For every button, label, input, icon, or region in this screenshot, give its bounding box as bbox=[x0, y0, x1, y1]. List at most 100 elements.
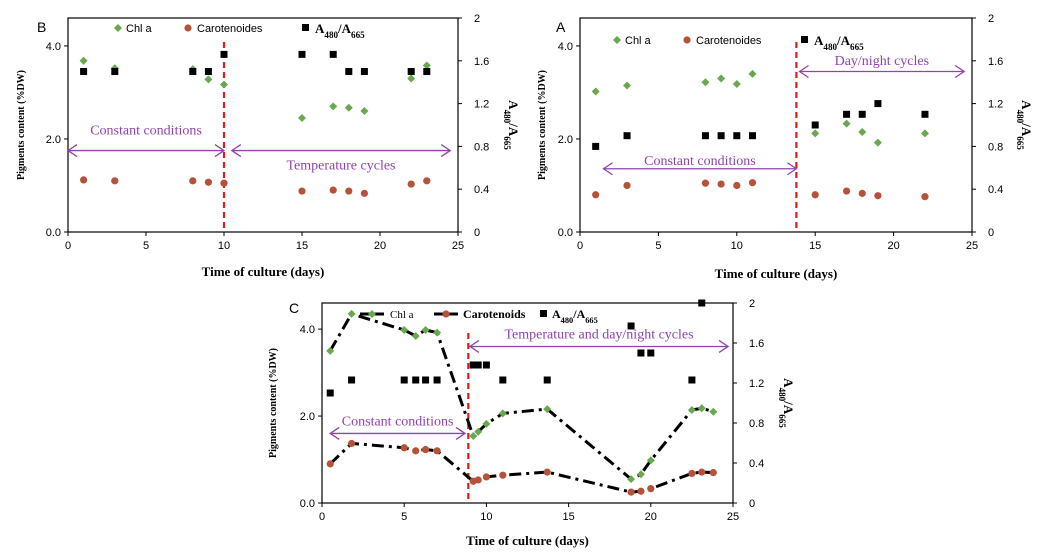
ratio-point bbox=[474, 361, 482, 369]
annotation-label: Day/night cycles bbox=[835, 54, 929, 69]
y2-axis-label-group: A480/A665 bbox=[1015, 100, 1034, 150]
x-tick-label: 0 bbox=[65, 240, 71, 252]
x-tick-label: 10 bbox=[480, 511, 492, 523]
x-tick-label: 10 bbox=[218, 240, 230, 252]
ratio-point bbox=[921, 110, 929, 118]
chart-panel-a: 0 5 10 15 20 25 0.0 2.0 4.0 0 0.4 0.8 1.2 1.6 2 Time of… bbox=[537, 13, 1034, 281]
ratio-point bbox=[329, 50, 337, 58]
ratio-point bbox=[412, 376, 420, 384]
ratio-point bbox=[717, 132, 725, 140]
ratio-point bbox=[433, 376, 441, 384]
ratio-point bbox=[80, 68, 88, 75]
x-axis-label: Time of culture (days) bbox=[466, 533, 589, 548]
carotenoids-point bbox=[698, 468, 706, 476]
carotenoids-point bbox=[326, 460, 334, 468]
legend-label-ratio: A480/A665 bbox=[814, 33, 864, 52]
ratio-point bbox=[623, 132, 631, 140]
carotenoids-point bbox=[80, 176, 88, 184]
legend-label-ratio: A480/A665 bbox=[552, 307, 598, 325]
annotation-arrow-head-left bbox=[798, 64, 809, 79]
x-tick-label: 5 bbox=[655, 240, 661, 252]
y2-tick-label: 1.2 bbox=[749, 378, 764, 390]
y2-axis-label: A480/A665 bbox=[1015, 100, 1034, 150]
chl-a-point bbox=[748, 69, 757, 78]
legend-marker-chl-a bbox=[613, 36, 621, 44]
chl-a-point bbox=[717, 74, 726, 83]
carotenoids-point bbox=[474, 476, 482, 484]
x-tick-label: 25 bbox=[727, 511, 739, 523]
annotation-arrow-head-right bbox=[718, 339, 730, 354]
carotenoids-point bbox=[433, 447, 441, 455]
ratio-point bbox=[326, 389, 334, 397]
carotenoids-point bbox=[811, 191, 819, 199]
chl-a-point bbox=[623, 81, 632, 90]
annotation-label: Temperature and day/night cycles bbox=[504, 327, 693, 342]
ratio-point bbox=[647, 349, 655, 357]
annotation-arrow-head-right bbox=[787, 162, 798, 176]
carotenoids-point bbox=[204, 178, 212, 186]
carotenoids-point bbox=[748, 179, 757, 187]
panel-label: B bbox=[37, 19, 46, 35]
carotenoids-point bbox=[543, 468, 551, 476]
y-tick-label: 0.0 bbox=[46, 227, 61, 239]
y-tick-label: 0.0 bbox=[558, 227, 573, 239]
y2-tick-label: 0 bbox=[474, 227, 480, 239]
annotation-arrow-head-right bbox=[954, 64, 966, 79]
chl-a-point bbox=[407, 74, 416, 83]
ratio-point bbox=[688, 376, 696, 384]
annotation-label: Constant conditions bbox=[90, 124, 202, 139]
carotenoids-point bbox=[592, 191, 600, 199]
ratio-point bbox=[422, 376, 430, 384]
plot-frame bbox=[579, 17, 973, 233]
legend-label-ratio: A480/A665 bbox=[315, 21, 365, 40]
carotenoids-point bbox=[347, 439, 356, 448]
annotation-arrow-head-right bbox=[455, 426, 467, 440]
legend-label-chl-a: Chl a bbox=[625, 35, 652, 47]
carotenoids-point bbox=[345, 187, 353, 195]
x-tick-label: 15 bbox=[296, 240, 308, 252]
annotation-arrow-head-right bbox=[214, 144, 226, 158]
chl-a-point bbox=[701, 78, 710, 87]
legend-label-carotenoids: Carotenoides bbox=[696, 35, 762, 47]
x-tick-label: 5 bbox=[401, 511, 407, 523]
chl-a-point bbox=[732, 80, 741, 89]
series-line-carotenoids bbox=[329, 441, 714, 494]
legend: Chl a Carotenoids A480/A665 bbox=[360, 307, 598, 325]
ratio-point bbox=[811, 121, 819, 129]
chl-a-point bbox=[79, 56, 88, 65]
carotenoids-point bbox=[360, 189, 368, 197]
annotation-arrow-head-left bbox=[468, 339, 480, 354]
legend: Chl a Carotenoides A480/A665 bbox=[114, 21, 365, 40]
chl-a-point bbox=[411, 332, 420, 341]
ratio-point bbox=[637, 349, 645, 357]
y-tick-label: 2.0 bbox=[558, 134, 573, 146]
carotenoids-point bbox=[412, 447, 420, 455]
legend-marker-carotenoids bbox=[442, 310, 450, 318]
chl-a-point bbox=[636, 470, 645, 479]
y2-tick-label: 1.2 bbox=[988, 99, 1003, 111]
ratio-point bbox=[360, 68, 368, 75]
chl-a-point bbox=[329, 102, 338, 111]
x-axis-label: Time of culture (days) bbox=[202, 264, 325, 279]
chl-a-point bbox=[474, 427, 483, 436]
y-tick-label: 2.0 bbox=[46, 134, 61, 146]
x-tick-label: 0 bbox=[577, 240, 583, 252]
chl-a-point bbox=[326, 346, 335, 355]
carotenoids-point bbox=[921, 193, 929, 201]
chl-a-point bbox=[482, 419, 491, 428]
ratio-point bbox=[698, 299, 706, 307]
y2-tick-label: 2 bbox=[988, 13, 994, 25]
x-tick-label: 25 bbox=[966, 240, 978, 252]
chart-panel-c: 0 5 10 15 20 25 0.0 2.0 4.0 0 0.4 0.8 1.2 1.6 2 Time of… bbox=[268, 298, 796, 548]
panel-label: C bbox=[289, 300, 299, 316]
carotenoids-point bbox=[858, 189, 866, 197]
annotation-label: Constant conditions bbox=[342, 414, 454, 429]
chl-a-point bbox=[400, 325, 409, 334]
y-tick-label: 4.0 bbox=[46, 41, 61, 53]
x-tick-label: 20 bbox=[645, 511, 657, 523]
chl-a-point bbox=[709, 407, 718, 416]
legend-marker-chl-a bbox=[114, 24, 122, 32]
chl-a-point bbox=[433, 328, 442, 337]
panel-label: A bbox=[556, 19, 566, 35]
y-axis-label: Pigments content (%DW) bbox=[16, 70, 27, 180]
